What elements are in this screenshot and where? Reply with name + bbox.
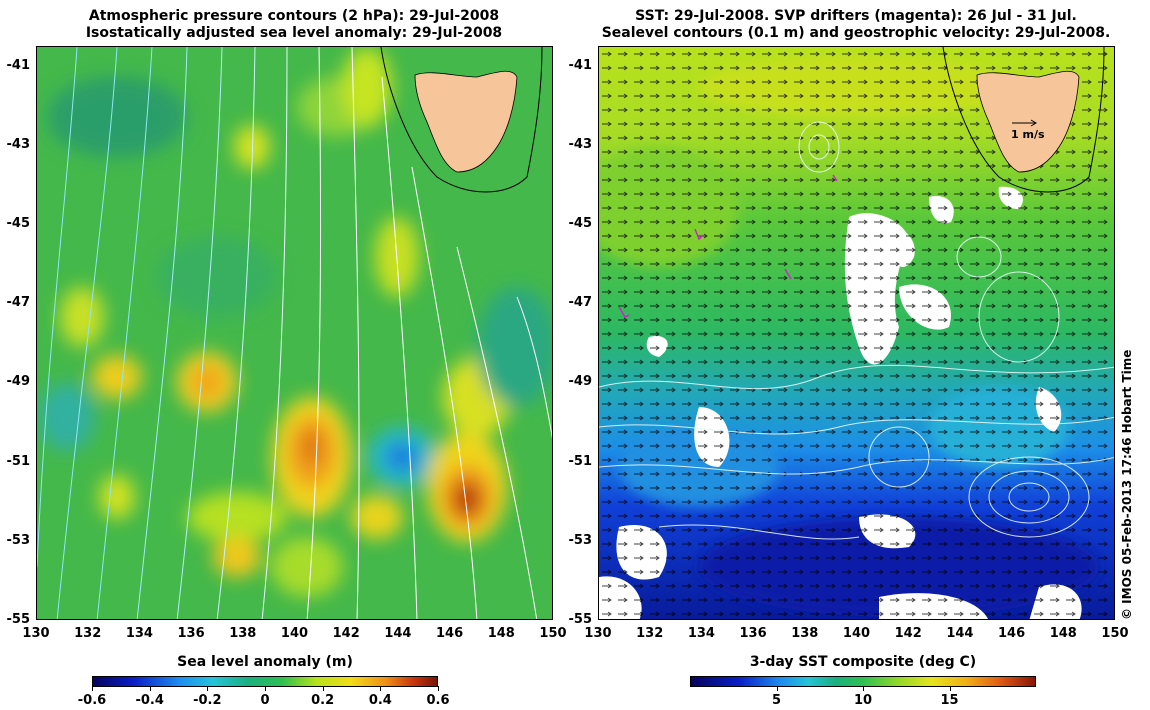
left-colorbar-tick-mark	[380, 686, 382, 691]
left-title-line2: Isostatically adjusted sea level anomaly…	[85, 25, 503, 41]
svp-drifters	[618, 174, 838, 318]
left-y-tick-label: -43	[6, 136, 31, 152]
left-x-tick-label: 136	[177, 626, 205, 641]
left-x-tick-label: 138	[229, 626, 257, 641]
right-x-tick-label: 150	[1101, 626, 1129, 641]
right-colorbar-tick-mark	[776, 686, 778, 691]
right-y-tick-label: -55	[568, 612, 593, 627]
tasmania-shelf-contour-right	[942, 47, 1105, 193]
pressure-contours	[37, 47, 552, 619]
right-x-tick-label: 138	[791, 626, 819, 641]
left-y-tick-label: -47	[6, 295, 31, 311]
right-panel-title: SST: 29-Jul-2008. SVP drifters (magenta)…	[598, 8, 1114, 42]
left-colorbar-tick-label: -0.4	[135, 693, 164, 708]
sea-level-anomaly-map	[36, 46, 553, 620]
sst-map-svg: 1 m/s	[599, 47, 1114, 619]
right-x-tick-label: 136	[739, 626, 767, 641]
sla-map-svg	[37, 47, 552, 619]
left-colorbar-tick-mark	[438, 686, 439, 691]
right-colorbar-title: 3-day SST composite (deg C)	[749, 654, 977, 670]
right-y-tick-label: -53	[568, 532, 593, 548]
left-colorbar-tick-label: -0.6	[77, 693, 107, 708]
right-x-tick-label: 142	[894, 626, 922, 641]
left-y-tick-label: -55	[6, 612, 31, 627]
right-y-tick-label: -45	[568, 216, 593, 232]
right-x-tick-label: 146	[998, 626, 1026, 641]
credit-text: © IMOS 05-Feb-2013 17:46 Hobart Time	[1120, 349, 1134, 620]
left-y-tick-label: -41	[6, 57, 31, 73]
left-colorbar-tick-label: 0.2	[311, 693, 335, 708]
left-colorbar-tick-mark	[207, 686, 209, 691]
left-x-tick-label: 148	[487, 626, 515, 641]
left-colorbar-tick-mark	[92, 686, 93, 691]
left-colorbar-tick-mark	[149, 686, 151, 691]
sealevel-contours	[599, 121, 1114, 540]
tasmania-shelf-contour	[380, 47, 543, 193]
left-x-tick-label: 130	[22, 626, 50, 641]
left-colorbar-tick-mark	[322, 686, 324, 691]
left-x-tick-label: 144	[384, 626, 412, 641]
left-x-tick-label: 134	[125, 626, 153, 641]
left-colorbar-tick-label: -0.2	[193, 693, 222, 708]
right-x-tick-label: 134	[687, 626, 715, 641]
left-y-tick-label: -49	[6, 374, 31, 390]
right-y-tick-label: -49	[568, 374, 593, 390]
right-colorbar-tick-label: 15	[940, 693, 959, 708]
right-y-tick-label: -51	[568, 453, 593, 469]
left-x-tick-label: 150	[539, 626, 567, 641]
tasmania-landmass	[414, 70, 518, 173]
right-x-tick-label: 148	[1049, 626, 1077, 641]
left-title-line1: Atmospheric pressure contours (2 hPa): 2…	[88, 8, 500, 24]
right-title-line2: Sealevel contours (0.1 m) and geostrophi…	[601, 25, 1111, 41]
left-panel-title: Atmospheric pressure contours (2 hPa): 2…	[36, 8, 552, 42]
left-y-tick-label: -53	[6, 532, 31, 548]
left-colorbar-tick-label: 0.6	[426, 693, 450, 708]
right-y-tick-label: -43	[568, 136, 593, 152]
tasmania-landmass-right	[976, 70, 1080, 173]
right-colorbar-tick-mark	[863, 686, 864, 691]
right-y-tick-label: -47	[568, 295, 593, 311]
left-y-tick-label: -51	[6, 453, 31, 469]
velocity-scale-arrow	[1012, 119, 1037, 127]
left-x-tick-label: 140	[280, 626, 309, 641]
left-colorbar-tick-label: 0.4	[368, 693, 392, 708]
right-y-tick-label: -41	[568, 57, 593, 73]
left-colorbar-title: Sea level anomaly (m)	[177, 654, 353, 670]
right-title-line1: SST: 29-Jul-2008. SVP drifters (magenta)…	[635, 8, 1077, 24]
left-y-tick-label: -45	[6, 216, 31, 232]
left-x-tick-label: 146	[436, 626, 464, 641]
left-x-tick-label: 132	[74, 626, 102, 641]
right-x-tick-label: 144	[946, 626, 974, 641]
velocity-scale-label: 1 m/s	[1011, 128, 1045, 141]
sla-anomaly-field	[39, 47, 552, 597]
right-x-tick-label: 140	[842, 626, 871, 641]
right-colorbar-tick-label: 5	[771, 693, 782, 708]
right-x-tick-label: 130	[584, 626, 612, 641]
left-x-tick-label: 142	[332, 626, 360, 641]
left-colorbar-tick-label: 0	[260, 693, 270, 708]
left-colorbar-tick-mark	[265, 686, 266, 691]
right-colorbar-tick-mark	[949, 686, 951, 691]
right-x-tick-label: 132	[636, 626, 664, 641]
right-colorbar-tick-label: 10	[853, 693, 873, 708]
sst-map: 1 m/s	[598, 46, 1115, 620]
